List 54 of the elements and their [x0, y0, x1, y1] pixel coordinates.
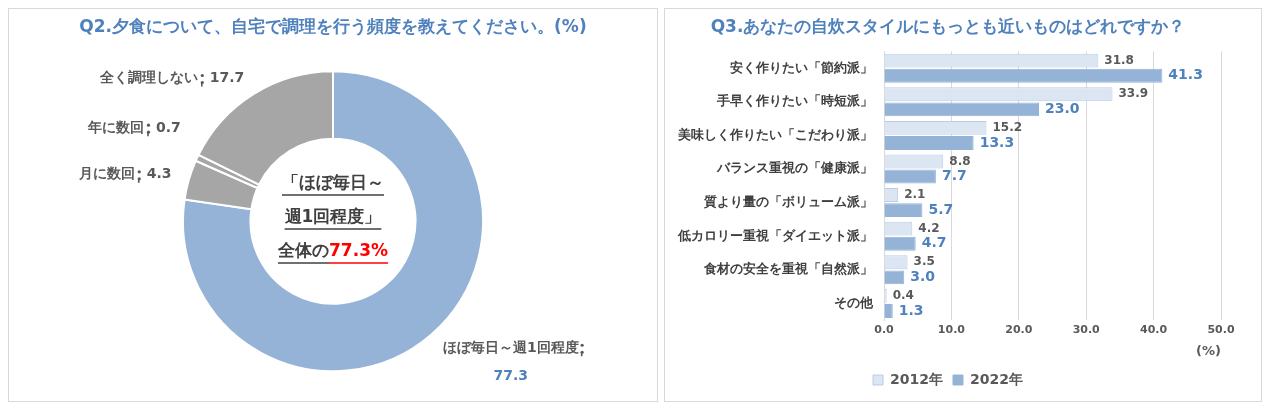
text: 週1回程度」 — [283, 205, 382, 226]
data-label: 23.0 — [1045, 100, 1080, 116]
data-label: 8.8 — [949, 153, 971, 168]
data-label: 7.7 — [941, 167, 967, 184]
bar — [884, 169, 936, 184]
slice-label: 全く調理しない — [98, 69, 198, 86]
y-tick-label: バランス重視の「健康派」 — [716, 160, 873, 176]
data-label: 5.7 — [928, 200, 954, 217]
y-tick-label: 手早く作りたい「時短派」 — [716, 93, 873, 109]
bar — [884, 68, 1163, 83]
text: 「ほぼ毎日～ — [282, 171, 384, 192]
legend-label: 2012年 — [890, 370, 943, 387]
bar — [884, 203, 923, 218]
chart-title: Q2.夕食について、自宅で調理を行う頻度を教えてください。(%) — [79, 15, 587, 36]
data-label: 17.7 — [209, 69, 245, 86]
y-tick-label: 食材の安全を重視「自然派」 — [703, 261, 873, 277]
data-label: 77.3 — [493, 366, 529, 383]
chart-title: Q3.あなたの自炊スタイルにもっとも近いものはどれですか？ — [710, 15, 1186, 36]
x-tick-label: 20.0 — [1005, 322, 1033, 336]
text: 全体の — [277, 239, 330, 260]
data-label: 2.1 — [904, 187, 926, 202]
x-tick-label: 30.0 — [1072, 322, 1101, 336]
data-label: 0.7 — [155, 118, 181, 135]
x-axis-title: (%) — [1196, 342, 1221, 358]
bar — [884, 102, 1040, 117]
data-label: 15.2 — [992, 119, 1023, 134]
data-label: 4.3 — [146, 165, 172, 182]
x-tick-label: 40.0 — [1140, 322, 1168, 336]
y-tick-label: 質より量の「ボリューム派」 — [703, 193, 873, 209]
slice-label: 年に数回 — [86, 118, 144, 135]
bar — [884, 136, 974, 150]
bar — [884, 236, 916, 251]
y-tick-label: 低カロリー重視「ダイエット派」 — [677, 227, 873, 243]
bar — [884, 304, 893, 318]
data-label: 13.3 — [979, 133, 1015, 150]
slice-label: ほぼ毎日～週1回程度 — [442, 338, 579, 355]
data-label: 3.5 — [913, 254, 935, 269]
slice-label: 月に数回 — [77, 165, 135, 182]
data-label: 4.7 — [921, 234, 947, 251]
y-tick-label: 美味しく作りたい「こだわり派」 — [677, 126, 873, 142]
x-tick-label: 10.0 — [937, 322, 966, 336]
data-label: 0.4 — [892, 287, 914, 302]
legend-label: 2022年 — [970, 370, 1023, 387]
text: 77.3% — [329, 239, 388, 260]
y-tick-label: その他 — [834, 294, 874, 310]
y-tick-label: 安く作りたい「節約派」 — [730, 59, 873, 75]
data-label: 31.8 — [1104, 52, 1134, 67]
data-label: 4.2 — [918, 220, 940, 235]
data-label: 1.3 — [898, 301, 924, 318]
data-label: 3.0 — [910, 268, 936, 284]
data-label: 33.9 — [1118, 86, 1149, 101]
x-tick-label: 50.0 — [1207, 322, 1235, 336]
data-label: 41.3 — [1168, 66, 1203, 83]
x-tick-label: 0.0 — [874, 322, 895, 336]
